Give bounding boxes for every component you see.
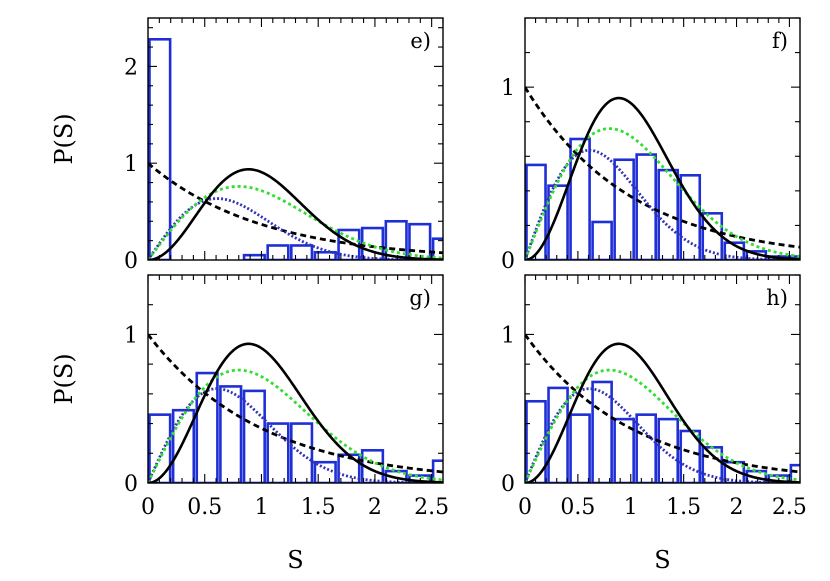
x-tick-label: 0 (518, 495, 532, 520)
histogram-bar (384, 469, 408, 483)
plot-frame (147, 274, 444, 484)
histogram-bar (290, 244, 314, 260)
curve-poisson (525, 86, 800, 249)
histogram-bar (219, 385, 243, 483)
y-tick-label: 1 (501, 76, 515, 101)
x-axis-label: S (287, 546, 303, 574)
histogram-bar (635, 153, 657, 260)
y-tick-label: 0 (501, 472, 515, 497)
histogram-bar (591, 220, 613, 260)
plot-frame (147, 17, 444, 261)
histogram-bar (148, 413, 172, 483)
y-tick-label: 0 (124, 472, 138, 497)
y-axis-label: P(S) (50, 353, 78, 404)
x-tick-label: 0 (141, 495, 155, 520)
panel-f: 0 1 f) (501, 17, 801, 274)
histogram-bar (360, 226, 385, 260)
histogram-bar (525, 163, 547, 260)
x-tick-label: 2.5 (414, 495, 449, 520)
panel-label: e) (410, 29, 431, 53)
histogram-bar (242, 253, 266, 260)
histogram-bar (431, 459, 443, 483)
plot-area (525, 86, 800, 260)
histogram-bar (242, 389, 266, 483)
curve-intermediate (148, 197, 443, 260)
curve-goe (148, 185, 443, 260)
histogram-bar (547, 184, 569, 260)
histogram-bar (613, 158, 635, 260)
histogram-bar (171, 408, 196, 483)
y-tick-label: 1 (124, 152, 138, 177)
histogram-bar (613, 417, 635, 483)
x-tick-label: 2 (368, 495, 382, 520)
histogram-bar (635, 413, 657, 483)
plot-frame (524, 274, 801, 484)
curve-goe (525, 127, 800, 260)
y-tick-label: 2 (124, 55, 138, 80)
plot-area (148, 333, 443, 483)
curve-goe (148, 368, 443, 483)
plot-area (525, 333, 800, 483)
x-tick-label: 0.5 (560, 495, 595, 520)
histogram-bar (745, 469, 768, 483)
histogram-bar (266, 422, 290, 483)
y-tick-label: 1 (501, 323, 515, 348)
panel-h: 0 0.5 1 1.5 2 2.5 S 0 1 h) (501, 274, 807, 574)
histogram-bar (547, 386, 569, 483)
histogram-bar (569, 137, 591, 260)
curve-gue (148, 342, 443, 483)
x-tick-label: 1 (254, 495, 268, 520)
curve-gue (525, 96, 800, 260)
histogram-bar (408, 222, 432, 260)
y-tick-label: 1 (124, 323, 138, 348)
histogram-bar (679, 174, 702, 260)
curve-gue (525, 342, 800, 483)
histogram-bar (591, 380, 613, 483)
histogram-bar (337, 228, 361, 260)
x-tick-label: 1.5 (666, 495, 701, 520)
curve-intermediate (525, 148, 800, 260)
plot-area (148, 37, 443, 260)
panel-label: h) (766, 286, 788, 310)
panel-label: f) (772, 29, 788, 53)
panel-e: 0 1 2 P(S) e) (50, 17, 444, 274)
curve-gue (148, 168, 443, 260)
histogram-bar (384, 219, 408, 260)
curve-poisson (525, 333, 800, 474)
curve-poisson (148, 333, 443, 474)
curve-intermediate (148, 387, 443, 483)
histogram-bar (266, 244, 290, 260)
panel-label: g) (409, 286, 431, 310)
histogram-bar (657, 417, 680, 483)
histogram-bar (569, 413, 591, 483)
x-tick-label: 2.5 (772, 495, 807, 520)
y-tick-label: 0 (124, 249, 138, 274)
y-tick-label: 0 (501, 249, 515, 274)
panel-g: 0 0.5 1 1.5 2 2.5 S 0 1 P(S) g) (50, 274, 449, 574)
x-axis-label: S (654, 546, 670, 574)
histogram-bar (789, 463, 800, 483)
y-axis-label: P(S) (50, 113, 78, 164)
x-tick-label: 2 (730, 495, 744, 520)
histogram-bar (431, 237, 443, 260)
x-tick-label: 1 (624, 495, 638, 520)
curve-goe (525, 368, 800, 483)
x-tick-label: 1.5 (301, 495, 336, 520)
curve-poisson (148, 162, 443, 255)
x-tick-label: 0.5 (187, 495, 222, 520)
plot-frame (524, 17, 801, 261)
histogram-bar (290, 422, 314, 483)
histogram-bar (148, 37, 172, 260)
